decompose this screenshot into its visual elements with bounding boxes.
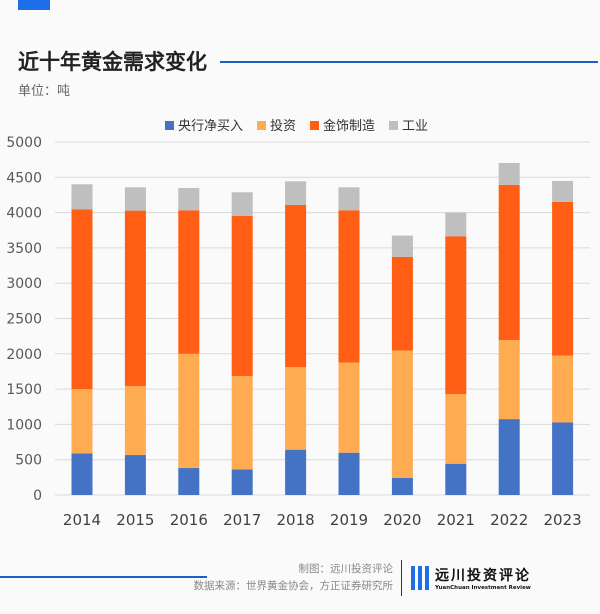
bar-2020-0 (391, 477, 413, 495)
x-tick-label: 2014 (63, 511, 101, 529)
logo: 远川投资评论 YuanChuan Investment Review (411, 565, 531, 591)
y-tick-label: 500 (15, 453, 42, 469)
logo-bars-icon (411, 566, 429, 590)
bar-2018-3 (285, 181, 307, 205)
bar-2016-0 (178, 468, 200, 495)
x-tick-label: 2021 (437, 511, 475, 529)
x-tick-label: 2015 (116, 511, 154, 529)
bar-2018-1 (285, 367, 307, 450)
bar-2020-2 (391, 256, 413, 351)
bar-2015-1 (124, 386, 146, 456)
bar-2015-0 (124, 455, 146, 495)
y-tick-label: 0 (33, 488, 42, 504)
y-tick-label: 3000 (6, 276, 42, 292)
source-credit: 数据来源：世界黄金协会，方正证券研究所 (193, 580, 394, 592)
legend-swatch (310, 121, 320, 130)
legend-label: 央行净买入 (178, 119, 244, 134)
bar-2022-1 (498, 340, 520, 420)
maker-credit: 制图：远川投资评论 (298, 563, 394, 575)
bar-2020-1 (391, 350, 413, 478)
bar-2017-1 (231, 376, 253, 470)
y-tick-label: 1500 (6, 382, 42, 398)
bar-2022-3 (498, 162, 520, 185)
x-tick-label: 2022 (490, 511, 528, 529)
y-tick-label: 3500 (6, 241, 42, 257)
x-tick-label: 2018 (277, 511, 315, 529)
legend-swatch (389, 121, 399, 130)
bar-2017-0 (231, 469, 253, 495)
legend-label: 金饰制造 (323, 119, 376, 134)
bar-2021-1 (445, 394, 467, 464)
y-tick-label: 1000 (6, 417, 42, 433)
bar-2019-0 (338, 452, 360, 495)
x-tick-label: 2020 (383, 511, 421, 529)
bar-2016-2 (178, 210, 200, 354)
accent-block (18, 0, 50, 10)
credits: 制图：远川投资评论 数据来源：世界黄金协会，方正证券研究所 (194, 561, 394, 595)
bar-2019-1 (338, 362, 360, 453)
bar-2014-3 (71, 184, 93, 210)
bar-2017-2 (231, 215, 253, 377)
bar-2018-0 (285, 449, 307, 495)
y-tick-label: 5000 (6, 135, 42, 151)
y-tick-label: 4500 (6, 170, 42, 186)
y-tick-label: 4000 (6, 206, 42, 222)
y-tick-label: 2000 (6, 347, 42, 363)
title-rule (220, 61, 598, 63)
bar-2016-1 (178, 353, 200, 469)
bar-2014-0 (71, 453, 93, 495)
legend-item: 投资 (257, 115, 296, 134)
bar-2020-3 (391, 235, 413, 257)
bar-2017-3 (231, 192, 253, 216)
bar-2015-2 (124, 210, 146, 387)
bar-2019-3 (338, 187, 360, 211)
bar-2022-2 (498, 184, 520, 341)
bar-2016-3 (178, 187, 200, 211)
chart-title: 近十年黄金需求变化 (18, 50, 207, 74)
x-tick-label: 2016 (170, 511, 208, 529)
bar-2023-1 (552, 355, 574, 423)
logo-cn: 远川投资评论 (435, 568, 531, 584)
bar-2021-2 (445, 236, 467, 395)
y-tick-label: 2500 (6, 312, 42, 328)
logo-en: YuanChuan Investment Review (435, 585, 531, 591)
bar-2014-1 (71, 389, 93, 454)
bar-2014-2 (71, 209, 93, 390)
bar-2022-0 (498, 419, 520, 495)
legend: 央行净买入 投资 金饰制造 工业 (165, 115, 428, 134)
legend-label: 工业 (402, 119, 429, 134)
legend-item: 金饰制造 (310, 115, 375, 134)
bar-2015-3 (124, 187, 146, 211)
bar-2021-0 (445, 463, 467, 495)
unit-label: 单位：吨 (18, 84, 71, 99)
legend-swatch (257, 121, 267, 130)
divider (401, 560, 402, 596)
bar-2021-3 (445, 212, 467, 237)
bar-2023-3 (552, 180, 574, 202)
legend-label: 投资 (270, 119, 297, 134)
legend-item: 央行净买入 (165, 115, 243, 134)
legend-swatch (165, 121, 174, 130)
legend-item: 工业 (389, 115, 428, 134)
footer-rule (0, 576, 207, 578)
bar-2019-2 (338, 210, 360, 363)
x-tick-label: 2019 (330, 511, 368, 529)
bar-2023-0 (552, 422, 574, 495)
bar-2018-2 (285, 204, 307, 368)
x-tick-label: 2023 (544, 511, 582, 529)
bar-2023-2 (552, 201, 574, 356)
x-tick-label: 2017 (223, 511, 261, 529)
